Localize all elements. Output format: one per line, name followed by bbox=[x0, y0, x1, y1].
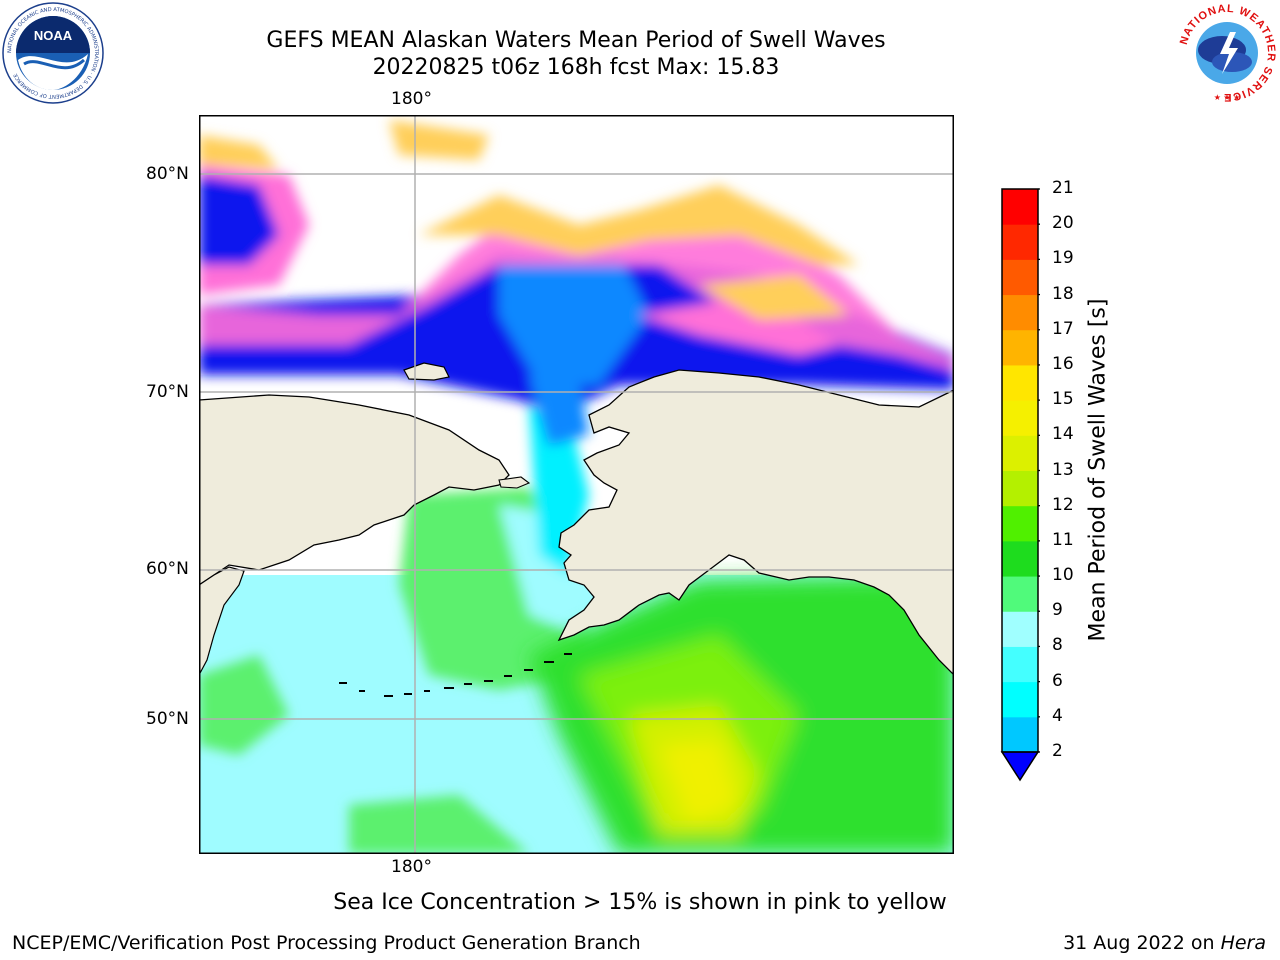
colorbar-tick-label: 10 bbox=[1052, 565, 1074, 586]
colorbar-segment bbox=[1002, 224, 1038, 260]
footer-host: Hera bbox=[1220, 932, 1266, 954]
colorbar-tick-label: 18 bbox=[1052, 283, 1074, 304]
colorbar-tick-label: 9 bbox=[1052, 600, 1063, 621]
colorbar-tick-label: 2 bbox=[1052, 741, 1063, 761]
lat-label-80: 80°N bbox=[146, 164, 189, 184]
footer-right: 31 Aug 2022 on Hera bbox=[1063, 932, 1266, 954]
colorbar-tick-label: 14 bbox=[1052, 424, 1074, 445]
sea-ice-caption: Sea Ice Concentration > 15% is shown in … bbox=[333, 890, 947, 915]
lat-label-60: 60°N bbox=[146, 559, 189, 579]
svg-text:★ ★ ★: ★ ★ ★ bbox=[1214, 93, 1241, 102]
noaa-logo-text: NOAA bbox=[34, 28, 73, 43]
swell-period-map bbox=[199, 115, 954, 854]
colorbar-tick-label: 15 bbox=[1052, 389, 1074, 410]
colorbar-label: Mean Period of Swell Waves [s] bbox=[1085, 298, 1111, 642]
lat-label-50: 50°N bbox=[146, 709, 189, 729]
map-subtitle: 20220825 t06z 168h fcst Max: 15.83 bbox=[372, 55, 780, 80]
kamchatka-land bbox=[199, 566, 245, 676]
colorbar-tick-label: 8 bbox=[1052, 635, 1063, 656]
colorbar-segment bbox=[1002, 329, 1038, 366]
colorbar bbox=[1000, 185, 1044, 785]
colorbar-segment bbox=[1002, 259, 1038, 296]
colorbar-extend-triangle bbox=[1000, 751, 1040, 782]
colorbar-segment bbox=[1002, 540, 1038, 577]
lon-label-top-180: 180° bbox=[391, 89, 432, 109]
alaska-land bbox=[557, 369, 954, 676]
colorbar-segment bbox=[1002, 646, 1038, 683]
colorbar-tick-label: 11 bbox=[1052, 529, 1074, 550]
colorbar-tick-label: 20 bbox=[1052, 213, 1074, 234]
colorbar-segment bbox=[1002, 470, 1038, 507]
colorbar-tick-label: 4 bbox=[1052, 705, 1063, 726]
graticule bbox=[199, 115, 954, 854]
colorbar-segment bbox=[1002, 400, 1038, 436]
footer-left: NCEP/EMC/Verification Post Processing Pr… bbox=[12, 932, 641, 954]
colorbar-segment bbox=[1002, 505, 1038, 542]
lon-label-bottom-180: 180° bbox=[391, 857, 432, 877]
nws-logo: NATIONAL WEATHER SERVICE ★ ★ ★ bbox=[1176, 2, 1278, 104]
colorbar-segment bbox=[1002, 435, 1038, 471]
colorbar-segment bbox=[1002, 611, 1038, 647]
colorbar-tick-label: 16 bbox=[1052, 353, 1074, 374]
colorbar-tick-label: 21 bbox=[1052, 178, 1074, 198]
colorbar-segment bbox=[1002, 576, 1038, 612]
colorbar-segment bbox=[1002, 681, 1038, 718]
colorbar-segment bbox=[1002, 189, 1038, 225]
colorbar-segment bbox=[1002, 364, 1038, 401]
colorbar-tick-label: 12 bbox=[1052, 494, 1074, 515]
map-title: GEFS MEAN Alaskan Waters Mean Period of … bbox=[266, 28, 886, 53]
lat-label-70: 70°N bbox=[146, 382, 189, 402]
noaa-logo: NOAA NATIONAL OCEANIC AND ATMOSPHERIC AD… bbox=[2, 2, 104, 104]
map-frame bbox=[199, 115, 954, 854]
colorbar-segment bbox=[1002, 294, 1038, 331]
colorbar-segment bbox=[1002, 716, 1038, 753]
footer-date: 31 Aug 2022 on bbox=[1063, 932, 1221, 954]
colorbar-tick-label: 19 bbox=[1052, 248, 1074, 269]
colorbar-tick-label: 17 bbox=[1052, 318, 1074, 339]
colorbar-tick-label: 13 bbox=[1052, 459, 1074, 480]
colorbar-tick-label: 6 bbox=[1052, 670, 1063, 691]
